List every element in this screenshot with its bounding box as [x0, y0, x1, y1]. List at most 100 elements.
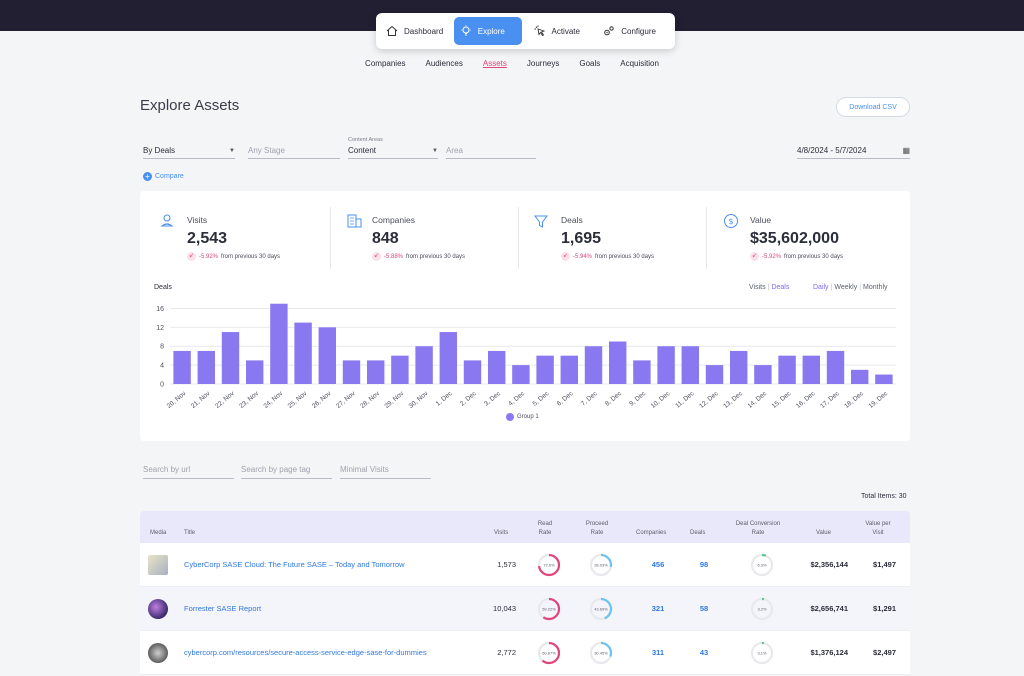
bar — [875, 374, 893, 384]
plus-icon: + — [143, 172, 152, 181]
header-conv-1[interactable]: Deal Conversion — [735, 521, 781, 527]
header-proceed-rate-1[interactable]: Proceed — [585, 521, 609, 527]
date-range-picker[interactable]: 4/8/2024 - 5/7/2024 ▦ — [797, 143, 910, 159]
toggle-monthly[interactable]: Monthly — [863, 284, 888, 291]
header-visits[interactable]: Visits — [494, 530, 509, 536]
value-amount: $2,656,741 — [810, 604, 848, 613]
bar — [536, 355, 554, 384]
ring-label: 28.03% — [594, 563, 608, 568]
x-tick-label: 4, Dec — [507, 390, 526, 408]
kpi-deals-label: Deals — [561, 215, 583, 225]
proceed-rate-ring: 30.45% — [589, 641, 613, 665]
compare-button[interactable]: + Compare — [143, 172, 184, 181]
x-tick-label: 8, Dec — [604, 390, 623, 408]
x-tick-label: 21, Nov — [190, 390, 212, 410]
read-rate-ring: 59.22% — [537, 597, 561, 621]
kpi-companies-label: Companies — [372, 215, 415, 225]
deals-link[interactable]: 43 — [699, 648, 709, 657]
x-tick-label: 9, Dec — [628, 390, 647, 408]
subnav-journeys[interactable]: Journeys — [526, 59, 560, 68]
down-arrow-icon: ↙ — [372, 252, 381, 261]
visits-value: 10,043 — [493, 604, 516, 613]
bar — [439, 332, 458, 384]
header-read-rate-2[interactable]: Rate — [538, 530, 552, 536]
table-row[interactable]: Forrester SASE Report 10,043 59.22% 43.6… — [140, 587, 910, 631]
kpi-value-label: Value — [750, 215, 772, 225]
toggle-separator: | — [767, 284, 770, 291]
header-media[interactable]: Media — [150, 530, 167, 536]
stage-input[interactable]: Any Stage — [248, 143, 340, 159]
value-amount: $1,376,124 — [810, 648, 848, 657]
kpi-visits-suffix: from previous 30 days — [221, 253, 281, 260]
kpi-companies-suffix: from previous 30 days — [406, 253, 466, 260]
header-proceed-rate-2[interactable]: Rate — [590, 530, 604, 536]
deals-dropdown[interactable]: By Deals ▼ — [143, 143, 235, 159]
header-conv-2[interactable]: Rate — [751, 530, 765, 536]
toggle-daily[interactable]: Daily — [813, 284, 829, 291]
header-vpv-2[interactable]: Visit — [872, 530, 884, 536]
bar — [584, 346, 603, 384]
x-tick-label: 1, Dec — [435, 390, 454, 408]
y-tick-label: 0 — [160, 382, 164, 389]
companies-link[interactable]: 456 — [651, 560, 665, 569]
legend-swatch — [506, 413, 514, 421]
bar — [705, 365, 724, 384]
table-row[interactable]: cybercorp.com/resources/secure-access-se… — [140, 631, 910, 675]
min-visits-input[interactable]: Minimal Visits — [340, 465, 431, 479]
header-vpv-1[interactable]: Value per — [865, 521, 891, 527]
x-tick-label: 29, Nov — [384, 390, 406, 410]
bar — [342, 360, 361, 384]
x-tick-label: 13, Dec — [722, 390, 744, 410]
bar — [415, 346, 433, 384]
subnav-acquisition[interactable]: Acquisition — [620, 59, 659, 68]
header-read-rate-1[interactable]: Read — [537, 521, 553, 527]
toggle-visits[interactable]: Visits — [749, 284, 766, 291]
table-row[interactable]: CyberCorp SASE Cloud: The Future SASE – … — [140, 543, 910, 587]
x-tick-label: 16, Dec — [795, 390, 817, 410]
url-search-input[interactable]: Search by url — [143, 465, 234, 479]
kpi-value-value: $35,602,000 — [750, 230, 839, 247]
chart-title: Deals — [154, 284, 172, 291]
ring-fill — [750, 641, 774, 665]
companies-link[interactable]: 321 — [651, 604, 665, 613]
companies-link[interactable]: 311 — [651, 648, 665, 657]
ring-label: 43.69% — [594, 607, 608, 612]
x-tick-label: 22, Nov — [214, 390, 236, 410]
toggle-separator: | — [859, 284, 862, 291]
download-csv-button[interactable]: Download CSV — [836, 97, 910, 117]
header-companies[interactable]: Companies — [636, 530, 667, 536]
subnav-companies[interactable]: Companies — [365, 59, 406, 68]
nav-configure[interactable]: Configure — [597, 17, 671, 45]
subnav-audiences[interactable]: Audiences — [425, 59, 463, 68]
nav-activate[interactable]: Activate — [528, 17, 598, 45]
visits-value: 2,772 — [497, 648, 516, 657]
nav-explore[interactable]: Explore — [453, 17, 522, 45]
subnav-assets[interactable]: Assets — [482, 59, 507, 68]
ring-fill — [589, 641, 613, 665]
deals-link[interactable]: 98 — [699, 560, 709, 569]
area-input[interactable]: Area — [446, 143, 536, 159]
content-dropdown[interactable]: Content ▼ — [348, 143, 438, 159]
nav-dashboard[interactable]: Dashboard — [380, 17, 454, 45]
tag-search-input[interactable]: Search by page tag — [241, 465, 332, 479]
deals-link[interactable]: 58 — [699, 604, 709, 613]
bar — [270, 303, 288, 384]
header-title[interactable]: Title — [184, 530, 196, 536]
gears-icon — [604, 26, 614, 36]
toggle-deals[interactable]: Deals — [771, 284, 790, 291]
toggle-weekly[interactable]: Weekly — [834, 284, 858, 291]
x-tick-label: 7, Dec — [580, 390, 599, 408]
header-deals[interactable]: Deals — [690, 530, 706, 536]
header-value[interactable]: Value — [816, 530, 831, 536]
x-tick-label: 11, Dec — [674, 390, 696, 410]
asset-title-link[interactable]: cybercorp.com/resources/secure-access-se… — [184, 648, 427, 657]
nav-activate-label: Activate — [551, 26, 580, 36]
asset-title-link[interactable]: CyberCorp SASE Cloud: The Future SASE – … — [184, 560, 405, 569]
subnav-goals[interactable]: Goals — [579, 59, 601, 68]
asset-title-link[interactable]: Forrester SASE Report — [184, 604, 262, 613]
toggle-separator: | — [830, 284, 833, 291]
conversion-rate-ring: 6.3% — [750, 553, 774, 577]
kpi-deals-delta: ↙ -5.94% from previous 30 days — [561, 252, 654, 261]
bar — [294, 322, 312, 384]
x-tick-label: 30, Nov — [408, 390, 430, 410]
